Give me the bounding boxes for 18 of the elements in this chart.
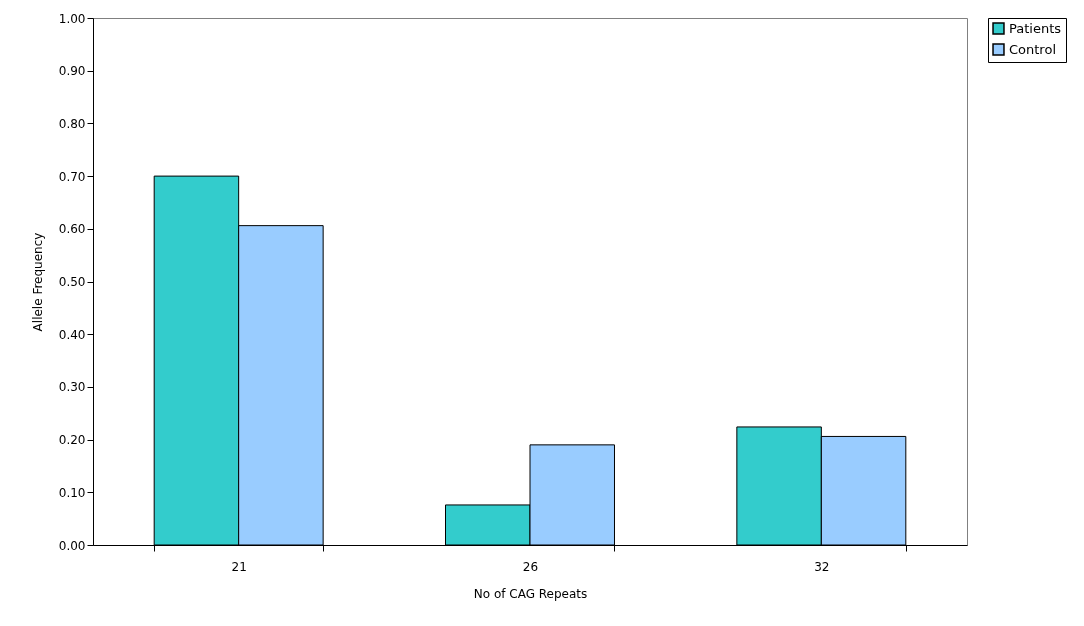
x-tick-label: 21 [231,559,247,574]
legend-label: Control [1009,41,1056,57]
y-tick-label: 0.90 [58,64,86,79]
y-tick-label: 0.00 [58,538,86,553]
y-tick-label: 0.10 [58,485,86,500]
x-tick-label: 32 [814,559,830,574]
legend-label: Patients [1009,20,1062,36]
y-tick-label: 1.00 [58,11,86,26]
x-tick-label: 26 [522,559,539,574]
y-tick-label: 0.60 [58,222,86,237]
y-axis-title: Allele Frequency [30,232,45,332]
y-tick-label: 0.80 [58,116,86,131]
y-tick-label: 0.20 [58,433,86,448]
y-tick-label: 0.30 [58,380,86,395]
x-axis-title: No of CAG Repeats [473,586,588,601]
y-tick-label: 0.50 [58,275,86,289]
y-tick-label: 0.70 [58,169,86,184]
y-tick-label: 0.40 [58,327,86,342]
